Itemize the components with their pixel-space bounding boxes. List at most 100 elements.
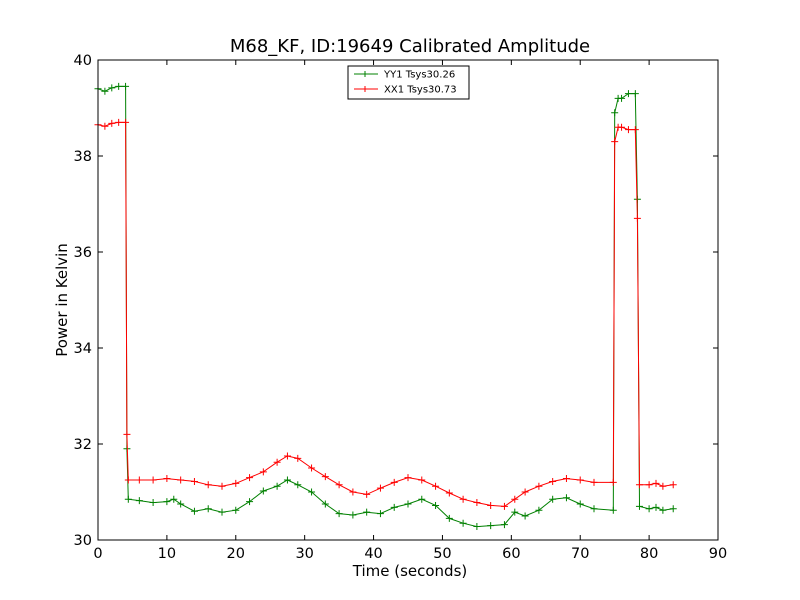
data-point-xx1 (115, 118, 123, 126)
y-tick-label: 30 (74, 533, 92, 549)
data-point-yy1 (669, 505, 677, 513)
data-point-yy1 (473, 523, 481, 531)
ticks-layer: 0 10 20 30 40 50 60 70 80 90 30 32 34 36 38 40 (74, 53, 728, 562)
y-tick-label: 32 (74, 437, 92, 453)
data-point-xx1 (635, 481, 643, 489)
data-point-xx1 (487, 501, 495, 509)
data-point-xx1 (511, 495, 519, 503)
data-point-yy1 (122, 82, 130, 90)
legend-label-yy1: YY1 Tsys30.26 (383, 70, 455, 81)
data-point-xx1 (549, 477, 557, 485)
data-point-xx1 (445, 489, 453, 497)
x-tick-label: 0 (93, 546, 102, 562)
data-point-xx1 (259, 468, 267, 476)
data-point-xx1 (611, 138, 619, 146)
data-point-yy1 (645, 505, 653, 513)
data-point-xx1 (283, 452, 291, 460)
data-point-xx1 (124, 476, 132, 484)
data-point-yy1 (576, 500, 584, 508)
data-point-yy1 (204, 505, 212, 513)
y-tick-label: 38 (74, 149, 92, 165)
chart-title: M68_KF, ID:19649 Calibrated Amplitude (230, 36, 590, 57)
legend-box (347, 65, 470, 100)
data-point-yy1 (259, 487, 267, 495)
data-point-xx1 (521, 488, 529, 496)
data-point-xx1 (633, 214, 641, 222)
data-point-yy1 (511, 508, 519, 516)
data-point-yy1 (149, 499, 157, 507)
data-point-yy1 (283, 476, 291, 484)
data-point-xx1 (246, 474, 254, 482)
data-point-yy1 (124, 495, 132, 503)
data-point-yy1 (363, 508, 371, 516)
data-point-yy1 (487, 522, 495, 530)
data-point-xx1 (163, 475, 171, 483)
data-point-xx1 (273, 458, 281, 466)
data-point-yy1 (376, 510, 384, 518)
data-point-xx1 (190, 477, 198, 485)
data-point-xx1 (376, 484, 384, 492)
data-point-yy1 (390, 503, 398, 511)
legend: YY1 Tsys30.26 XX1 Tsys30.73 (347, 65, 470, 100)
data-point-xx1 (232, 479, 240, 487)
x-tick-label: 30 (295, 546, 313, 562)
data-point-xx1 (652, 479, 660, 487)
data-point-yy1 (624, 90, 632, 98)
data-point-yy1 (611, 109, 619, 117)
data-point-xx1 (459, 495, 467, 503)
x-tick-label: 20 (227, 546, 245, 562)
data-point-xx1 (618, 123, 626, 131)
data-point-xx1 (108, 119, 116, 127)
data-point-yy1 (562, 494, 570, 502)
data-point-xx1 (590, 478, 598, 486)
data-point-yy1 (459, 519, 467, 527)
x-tick-label: 40 (364, 546, 382, 562)
data-point-xx1 (177, 476, 185, 484)
data-point-yy1 (218, 508, 226, 516)
data-point-yy1 (652, 503, 660, 511)
data-point-xx1 (432, 482, 440, 490)
data-point-xx1 (218, 482, 226, 490)
data-point-xx1 (669, 481, 677, 489)
data-point-yy1 (273, 482, 281, 490)
data-point-yy1 (432, 501, 440, 509)
data-point-xx1 (122, 118, 130, 126)
series-line-yy1 (97, 85, 674, 528)
data-point-xx1 (321, 473, 329, 481)
data-point-xx1 (204, 481, 212, 489)
data-point-yy1 (115, 82, 123, 90)
y-tick-label: 34 (74, 341, 92, 357)
data-point-yy1 (321, 500, 329, 508)
data-point-xx1 (645, 481, 653, 489)
data-point-xx1 (535, 482, 543, 490)
data-point-yy1 (609, 506, 617, 514)
data-point-yy1 (521, 512, 529, 520)
x-tick-label: 70 (571, 546, 589, 562)
data-point-yy1 (549, 495, 557, 503)
data-point-yy1 (590, 505, 598, 513)
data-point-xx1 (349, 488, 357, 496)
x-tick-label: 90 (709, 546, 727, 562)
data-point-yy1 (232, 506, 240, 514)
x-tick-label: 60 (502, 546, 520, 562)
data-point-xx1 (335, 481, 343, 489)
data-point-xx1 (294, 454, 302, 462)
y-tick-label: 36 (74, 245, 92, 261)
legend-label-xx1: XX1 Tsys30.73 (384, 85, 457, 96)
data-point-yy1 (500, 521, 508, 529)
data-point-yy1 (101, 87, 109, 95)
data-point-yy1 (535, 506, 543, 514)
plot-frame (97, 59, 719, 541)
data-point-yy1 (659, 506, 667, 514)
x-tick-label: 50 (433, 546, 451, 562)
legend-marker-xx1 (362, 86, 368, 92)
data-point-xx1 (659, 482, 667, 490)
data-point-yy1 (445, 514, 453, 522)
data-point-xx1 (500, 502, 508, 510)
data-point-xx1 (631, 126, 639, 134)
data-point-yy1 (349, 511, 357, 519)
data-point-xx1 (624, 126, 632, 134)
data-point-xx1 (149, 476, 157, 484)
data-point-yy1 (135, 497, 143, 505)
